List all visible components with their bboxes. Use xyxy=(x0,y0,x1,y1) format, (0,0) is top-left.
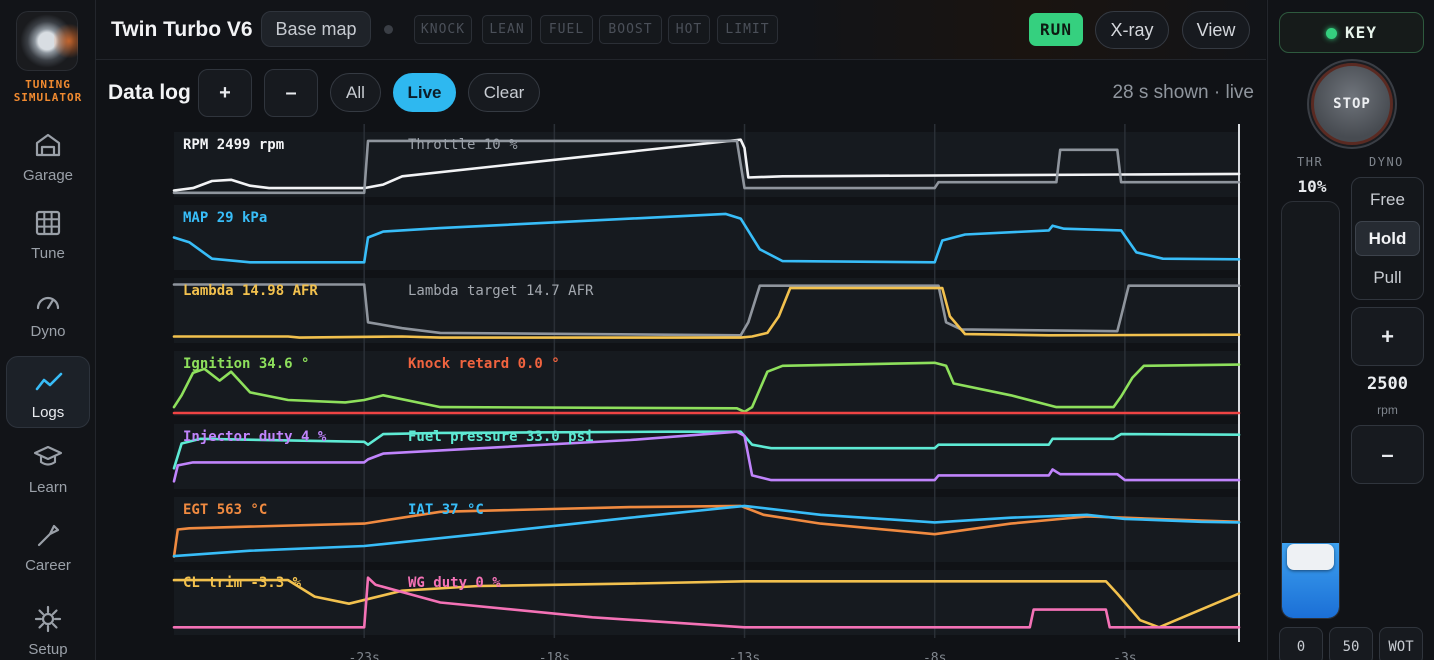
logo-text-line-1: TUNING xyxy=(25,78,71,91)
x-tick-label: -13s xyxy=(729,651,760,660)
flag-boost: BOOST xyxy=(599,15,662,44)
row-label: CL trim -3.3 % xyxy=(183,575,302,591)
logo-text-line-2: SIMULATOR xyxy=(13,91,83,104)
row-secondary-label: Knock retard 0.0 ° xyxy=(408,356,560,372)
throttle-preset-0[interactable]: 0 xyxy=(1279,627,1323,660)
throttle-value: 10% xyxy=(1297,177,1327,196)
row-label: Injector duty 4 % xyxy=(183,429,327,445)
row-label: EGT 563 °C xyxy=(183,502,267,518)
view-button[interactable]: View xyxy=(1182,11,1250,49)
throttle-slider[interactable] xyxy=(1281,201,1340,619)
row-label: Ignition 34.6 ° xyxy=(183,356,309,372)
clear-button[interactable]: Clear xyxy=(468,73,540,112)
sidebar-item-label: Learn xyxy=(28,479,68,496)
series-line-throttle xyxy=(172,139,1241,195)
dyno-option-free[interactable]: Free xyxy=(1370,190,1405,209)
sidebar-item-garage[interactable]: Garage xyxy=(6,120,90,192)
row-secondary-label: Fuel pressure 33.0 psi xyxy=(408,429,593,445)
sidebar-item-logs[interactable]: Logs xyxy=(6,356,90,428)
gauge-icon xyxy=(36,296,60,310)
app-logo xyxy=(16,11,78,71)
row-secondary-label: WG duty 0 % xyxy=(408,575,501,591)
sidebar-item-label: Garage xyxy=(22,167,74,184)
chart-row-band xyxy=(174,497,1239,562)
dyno-caption: DYNO xyxy=(1369,155,1404,169)
x-tick-label: -23s xyxy=(349,651,380,660)
sidebar-item-label: Setup xyxy=(28,641,68,658)
x-tick-label: -3s xyxy=(1113,651,1136,660)
throttle-caption: THR xyxy=(1297,155,1324,169)
sidebar-item-dyno[interactable]: Dyno xyxy=(6,276,90,348)
vehicle-title: Twin Turbo V6 xyxy=(111,18,253,41)
sidebar-item-label: Dyno xyxy=(30,323,66,340)
throttle-preset-wot[interactable]: WOT xyxy=(1379,627,1423,660)
flag-limit: LIMIT xyxy=(717,15,778,44)
dyno-option-pull[interactable]: Pull xyxy=(1373,268,1402,287)
gear-icon xyxy=(34,605,62,633)
flag-fuel: FUEL xyxy=(540,15,593,44)
throttle-preset-50[interactable]: 50 xyxy=(1329,627,1373,660)
chart-line-icon xyxy=(35,372,63,391)
series-line-fuel-pressure xyxy=(172,430,1241,470)
data-log-title: Data log xyxy=(108,81,191,104)
series-line-wg-duty xyxy=(172,576,1241,629)
logo-text: TUNING SIMULATOR xyxy=(0,78,96,104)
sidebar: TUNING SIMULATOR Garage Tune Dyno Logs L… xyxy=(0,0,96,660)
series-line-lambda xyxy=(172,286,1241,339)
sidebar-item-label: Tune xyxy=(31,245,65,262)
sidebar-item-setup[interactable]: Setup xyxy=(6,594,90,660)
xray-button[interactable]: X-ray xyxy=(1095,11,1169,49)
graduation-cap-icon xyxy=(33,445,63,466)
series-line-map xyxy=(172,212,1241,264)
row-secondary-label: IAT 37 °C xyxy=(408,502,484,518)
sidebar-item-label: Career xyxy=(25,557,71,574)
sidebar-item-career[interactable]: Career xyxy=(6,510,90,582)
stop-button[interactable]: STOP xyxy=(1311,63,1393,145)
row-label: MAP 29 kPa xyxy=(183,210,267,226)
control-panel: KEY STOP THR DYNO 10% Free Hold Pull + 2… xyxy=(1267,0,1434,660)
grid-icon xyxy=(35,210,61,236)
data-log-chart[interactable]: -23s -18s -13s -8s -3s RPM 2499 rpm Throttle 1… xyxy=(96,124,1256,660)
run-button[interactable]: RUN xyxy=(1029,13,1083,46)
ignition-key-button[interactable]: KEY xyxy=(1279,12,1424,53)
flag-hot: HOT xyxy=(668,15,710,44)
throttle-handle[interactable] xyxy=(1287,544,1334,571)
flag-lean: LEAN xyxy=(482,15,532,44)
dyno-option-hold[interactable]: Hold xyxy=(1355,221,1420,256)
x-tick-label: -18s xyxy=(539,651,570,660)
time-window-status: 28 s shown · live xyxy=(1112,82,1254,103)
chart-row-band xyxy=(174,278,1239,343)
garage-icon xyxy=(35,133,61,157)
series-line-rpm xyxy=(172,138,1241,192)
series-line-iat xyxy=(172,504,1241,558)
rpm-decrease-button[interactable]: – xyxy=(1351,425,1424,484)
x-tick-label: -8s xyxy=(923,651,946,660)
series-line-injector-duty xyxy=(172,430,1241,483)
dyno-mode-selector: Free Hold Pull xyxy=(1351,177,1424,300)
key-status-led xyxy=(1326,28,1338,39)
header: Twin Turbo V6 Base map KNOCK LEAN FUEL B… xyxy=(96,0,1266,60)
row-secondary-label: Throttle 10 % xyxy=(408,137,518,153)
sidebar-item-label: Logs xyxy=(31,404,65,421)
filter-live-button[interactable]: Live xyxy=(393,73,456,112)
map-selector-button[interactable]: Base map xyxy=(261,11,371,47)
row-secondary-label: Lambda target 14.7 AFR xyxy=(408,283,594,299)
zoom-in-button[interactable]: + xyxy=(198,69,252,117)
sidebar-item-learn[interactable]: Learn xyxy=(6,432,90,504)
flag-knock: KNOCK xyxy=(414,15,472,44)
series-line-lambda-target xyxy=(172,283,1241,337)
row-label: Lambda 14.98 AFR xyxy=(183,283,318,299)
rpm-increase-button[interactable]: + xyxy=(1351,307,1424,366)
row-label: RPM 2499 rpm xyxy=(183,137,284,153)
chart-row-band xyxy=(174,351,1239,416)
target-rpm-unit: rpm xyxy=(1377,403,1398,417)
zoom-out-button[interactable]: – xyxy=(264,69,318,117)
status-dot xyxy=(384,25,393,34)
key-label: KEY xyxy=(1345,23,1377,42)
filter-all-button[interactable]: All xyxy=(330,73,381,112)
target-rpm-value: 2500 xyxy=(1367,374,1408,394)
wrench-icon xyxy=(37,524,60,547)
sidebar-item-tune[interactable]: Tune xyxy=(6,198,90,270)
